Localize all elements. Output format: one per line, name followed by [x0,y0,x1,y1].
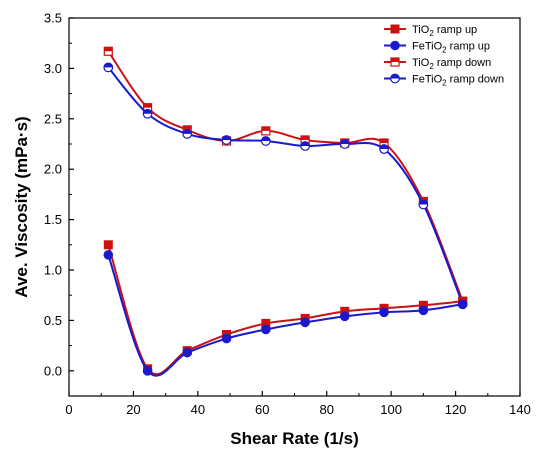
x-tick-label: 140 [509,402,531,417]
data-point [142,366,153,376]
data-point [142,108,153,119]
data-point [221,135,232,145]
ticks-layer: 0 20 40 60 80 100 120 140 0.0 0.5 1.0 1.5 2.0 2.5 3.0 3… [44,11,531,418]
data-point [182,129,193,139]
y-tick-label: 0.0 [44,363,62,378]
legend-entry: TiO2 ramp up [384,24,477,38]
data-point [261,126,271,136]
legend-label: FeTiO2 ramp up [412,41,490,55]
x-tick-label: 120 [445,402,467,417]
legend-label: FeTiO2 ramp down [412,74,504,88]
data-point [300,141,311,151]
y-tick-label: 1.5 [44,212,62,227]
data-point [379,307,389,318]
legend-entry: FeTiO2 ramp down [384,74,504,88]
data-point [457,299,468,310]
data-point [261,324,271,335]
data-point [103,62,114,73]
data-point [103,240,113,250]
x-tick-label: 100 [380,402,402,417]
legend-marker [390,40,400,51]
series-line [107,66,464,305]
legend-marker [390,57,400,67]
x-tick-label: 40 [191,402,205,417]
data-point [418,305,429,316]
data-point [103,46,113,56]
y-axis-title: Ave. Viscosity (mPa·s) [12,116,31,297]
legend-marker [390,24,400,34]
y-tick-label: 2.5 [44,111,62,126]
series-3 [103,62,468,310]
y-tick-label: 2.0 [44,162,62,177]
series-line [107,254,463,377]
series-2 [103,46,468,306]
legend-marker [390,73,400,84]
y-tick-label: 3.0 [44,61,62,76]
data-point [221,333,232,344]
data-point [339,311,350,322]
data-point [103,250,114,260]
x-axis-title: Shear Rate (1/s) [230,429,359,448]
legend-entry: TiO2 ramp down [384,57,491,71]
data-point [300,317,310,328]
y-tick-label: 3.5 [44,11,62,26]
data-point [260,136,271,146]
x-tick-label: 0 [65,402,72,417]
data-point [339,139,350,149]
series-layer [103,46,468,377]
legend: TiO2 ramp up FeTiO2 ramp up TiO2 ramp down… [384,24,504,88]
series-1 [103,250,468,377]
legend-label: TiO2 ramp down [412,57,491,71]
series-0 [103,240,468,376]
legend-entry: FeTiO2 ramp up [384,41,490,55]
series-line [107,244,463,376]
x-tick-label: 20 [126,402,140,417]
data-point [182,347,193,358]
y-tick-label: 1.0 [44,263,62,278]
series-line [107,50,464,302]
x-tick-label: 80 [319,402,333,417]
data-point [379,144,389,154]
x-tick-label: 60 [255,402,269,417]
legend-label: TiO2 ramp up [412,24,477,38]
y-tick-label: 0.5 [44,313,62,328]
data-point [418,199,429,210]
